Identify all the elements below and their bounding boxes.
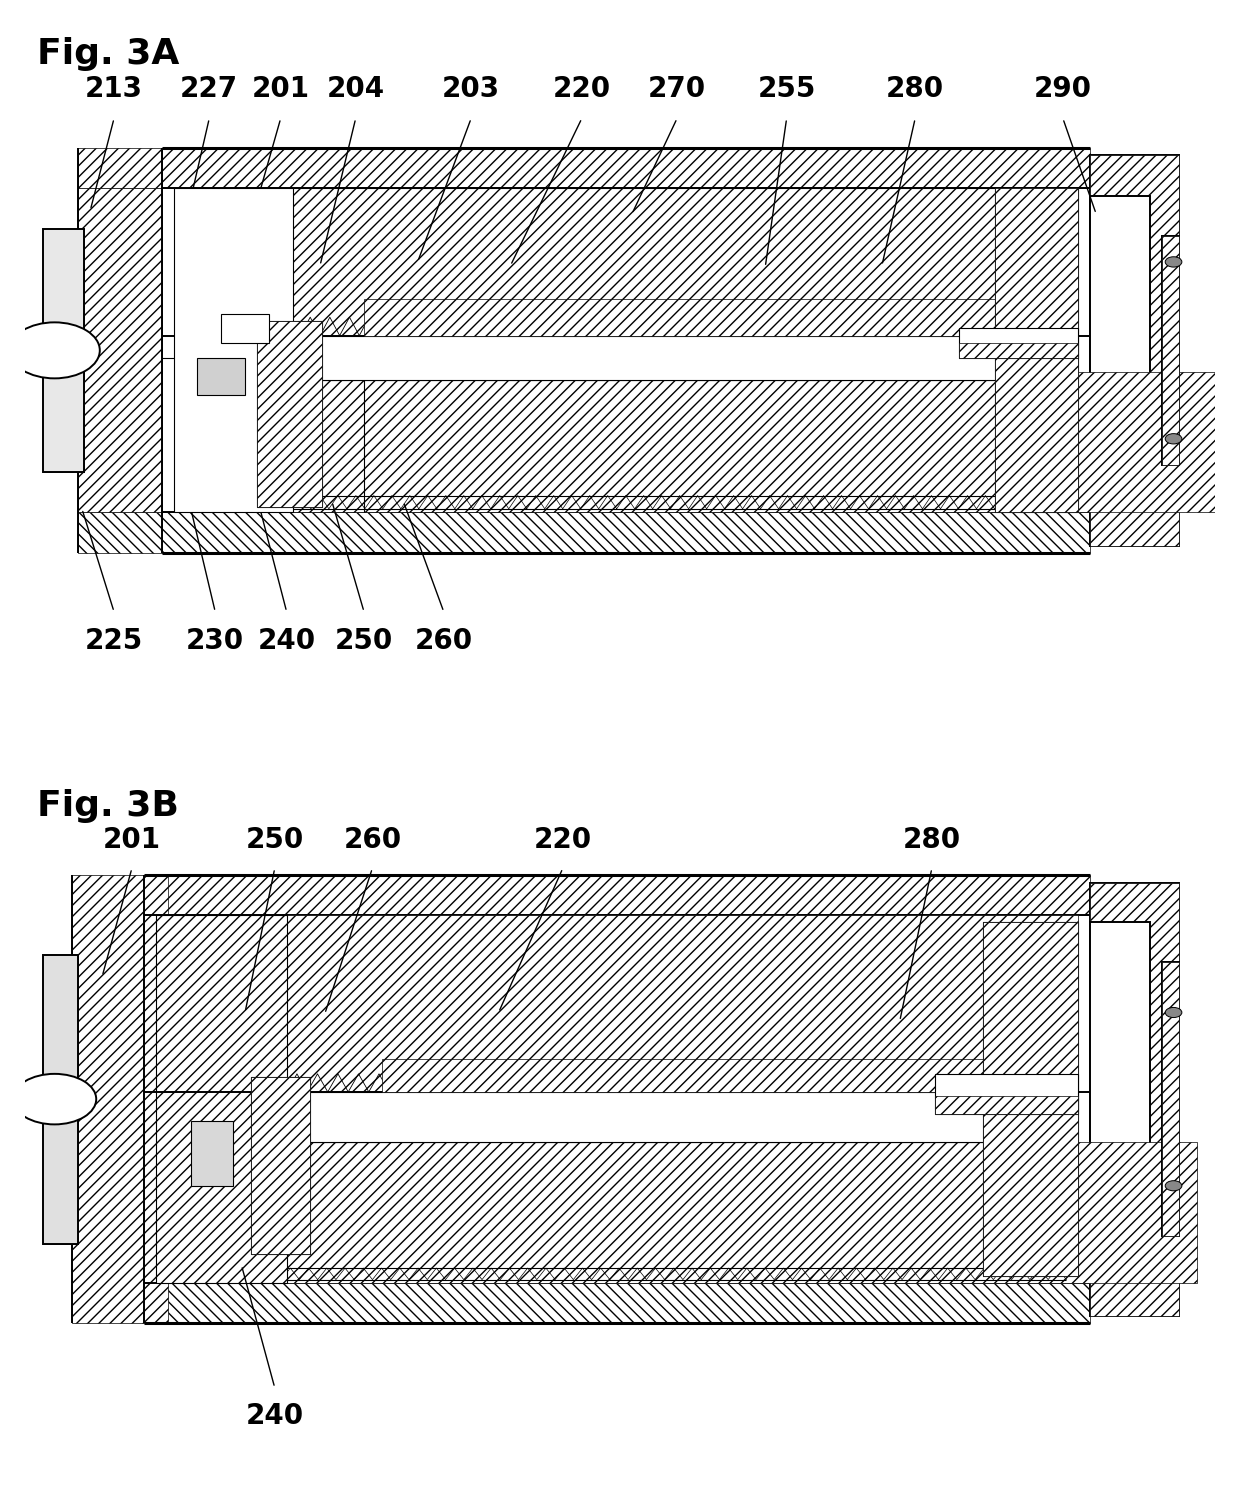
Text: 250: 250 bbox=[335, 627, 393, 654]
Bar bbox=[174, 188, 293, 513]
Text: Fig. 3A: Fig. 3A bbox=[37, 38, 179, 71]
Circle shape bbox=[1166, 1008, 1182, 1018]
Bar bbox=[257, 320, 322, 507]
Bar bbox=[1090, 922, 1149, 1275]
Text: 260: 260 bbox=[414, 627, 472, 654]
Bar bbox=[1090, 155, 1179, 546]
Bar bbox=[935, 1074, 1079, 1113]
Bar bbox=[78, 147, 161, 188]
Bar bbox=[161, 513, 1090, 553]
Bar bbox=[1090, 155, 1179, 546]
Bar bbox=[161, 188, 1090, 513]
Bar bbox=[250, 1077, 310, 1254]
Text: 204: 204 bbox=[326, 75, 384, 104]
Circle shape bbox=[12, 1074, 97, 1125]
Bar bbox=[42, 955, 78, 1244]
Bar bbox=[144, 914, 1090, 1283]
Bar bbox=[994, 188, 1079, 513]
Text: 220: 220 bbox=[533, 826, 591, 854]
Bar bbox=[1162, 963, 1179, 1236]
Bar bbox=[382, 1059, 1066, 1092]
Text: 203: 203 bbox=[443, 75, 500, 104]
Text: 201: 201 bbox=[252, 75, 310, 104]
Bar bbox=[78, 513, 161, 553]
Bar bbox=[960, 343, 1079, 358]
Bar bbox=[994, 188, 1079, 513]
Text: 225: 225 bbox=[86, 627, 143, 654]
Circle shape bbox=[1166, 257, 1182, 268]
Circle shape bbox=[1166, 1181, 1182, 1191]
Bar bbox=[983, 922, 1079, 1275]
Text: 230: 230 bbox=[186, 627, 244, 654]
Text: 213: 213 bbox=[86, 75, 143, 104]
Text: 280: 280 bbox=[887, 75, 945, 104]
Bar bbox=[174, 188, 293, 513]
Bar bbox=[144, 875, 1090, 914]
Bar bbox=[935, 1095, 1079, 1113]
Bar bbox=[257, 320, 322, 507]
Bar bbox=[257, 188, 1079, 335]
Bar bbox=[42, 955, 78, 1244]
Bar bbox=[42, 229, 84, 472]
Bar bbox=[983, 922, 1079, 1275]
Circle shape bbox=[1166, 433, 1182, 444]
Bar bbox=[960, 328, 1079, 358]
Bar bbox=[144, 1283, 1090, 1324]
Bar bbox=[1090, 883, 1179, 1316]
Bar bbox=[1090, 196, 1149, 505]
Text: 220: 220 bbox=[553, 75, 611, 104]
Bar bbox=[174, 373, 1215, 513]
Bar bbox=[197, 358, 246, 394]
Bar bbox=[365, 299, 1066, 335]
Text: 227: 227 bbox=[180, 75, 238, 104]
Text: Fig. 3B: Fig. 3B bbox=[37, 788, 179, 823]
Bar bbox=[72, 875, 167, 1324]
Text: 260: 260 bbox=[343, 826, 402, 854]
Bar bbox=[156, 914, 286, 1283]
Bar bbox=[280, 335, 1066, 381]
Text: 240: 240 bbox=[258, 627, 316, 654]
Bar bbox=[221, 313, 269, 343]
Bar bbox=[239, 914, 1079, 1092]
Bar bbox=[191, 1120, 233, 1185]
Circle shape bbox=[10, 322, 99, 379]
Text: 250: 250 bbox=[246, 826, 304, 854]
Bar bbox=[156, 914, 286, 1283]
Text: 240: 240 bbox=[246, 1402, 304, 1430]
Bar bbox=[1162, 236, 1179, 465]
Text: 270: 270 bbox=[649, 75, 707, 104]
Bar bbox=[42, 229, 84, 472]
Text: 255: 255 bbox=[758, 75, 816, 104]
Bar bbox=[1090, 883, 1179, 1316]
Bar bbox=[286, 1092, 1066, 1143]
Bar bbox=[156, 1143, 1198, 1283]
Text: 280: 280 bbox=[903, 826, 961, 854]
Bar bbox=[78, 188, 161, 513]
Text: 290: 290 bbox=[1034, 75, 1092, 104]
Bar bbox=[250, 1077, 310, 1254]
Bar bbox=[161, 147, 1090, 188]
Text: 201: 201 bbox=[103, 826, 161, 854]
Bar bbox=[1162, 236, 1179, 465]
Bar bbox=[1162, 963, 1179, 1236]
